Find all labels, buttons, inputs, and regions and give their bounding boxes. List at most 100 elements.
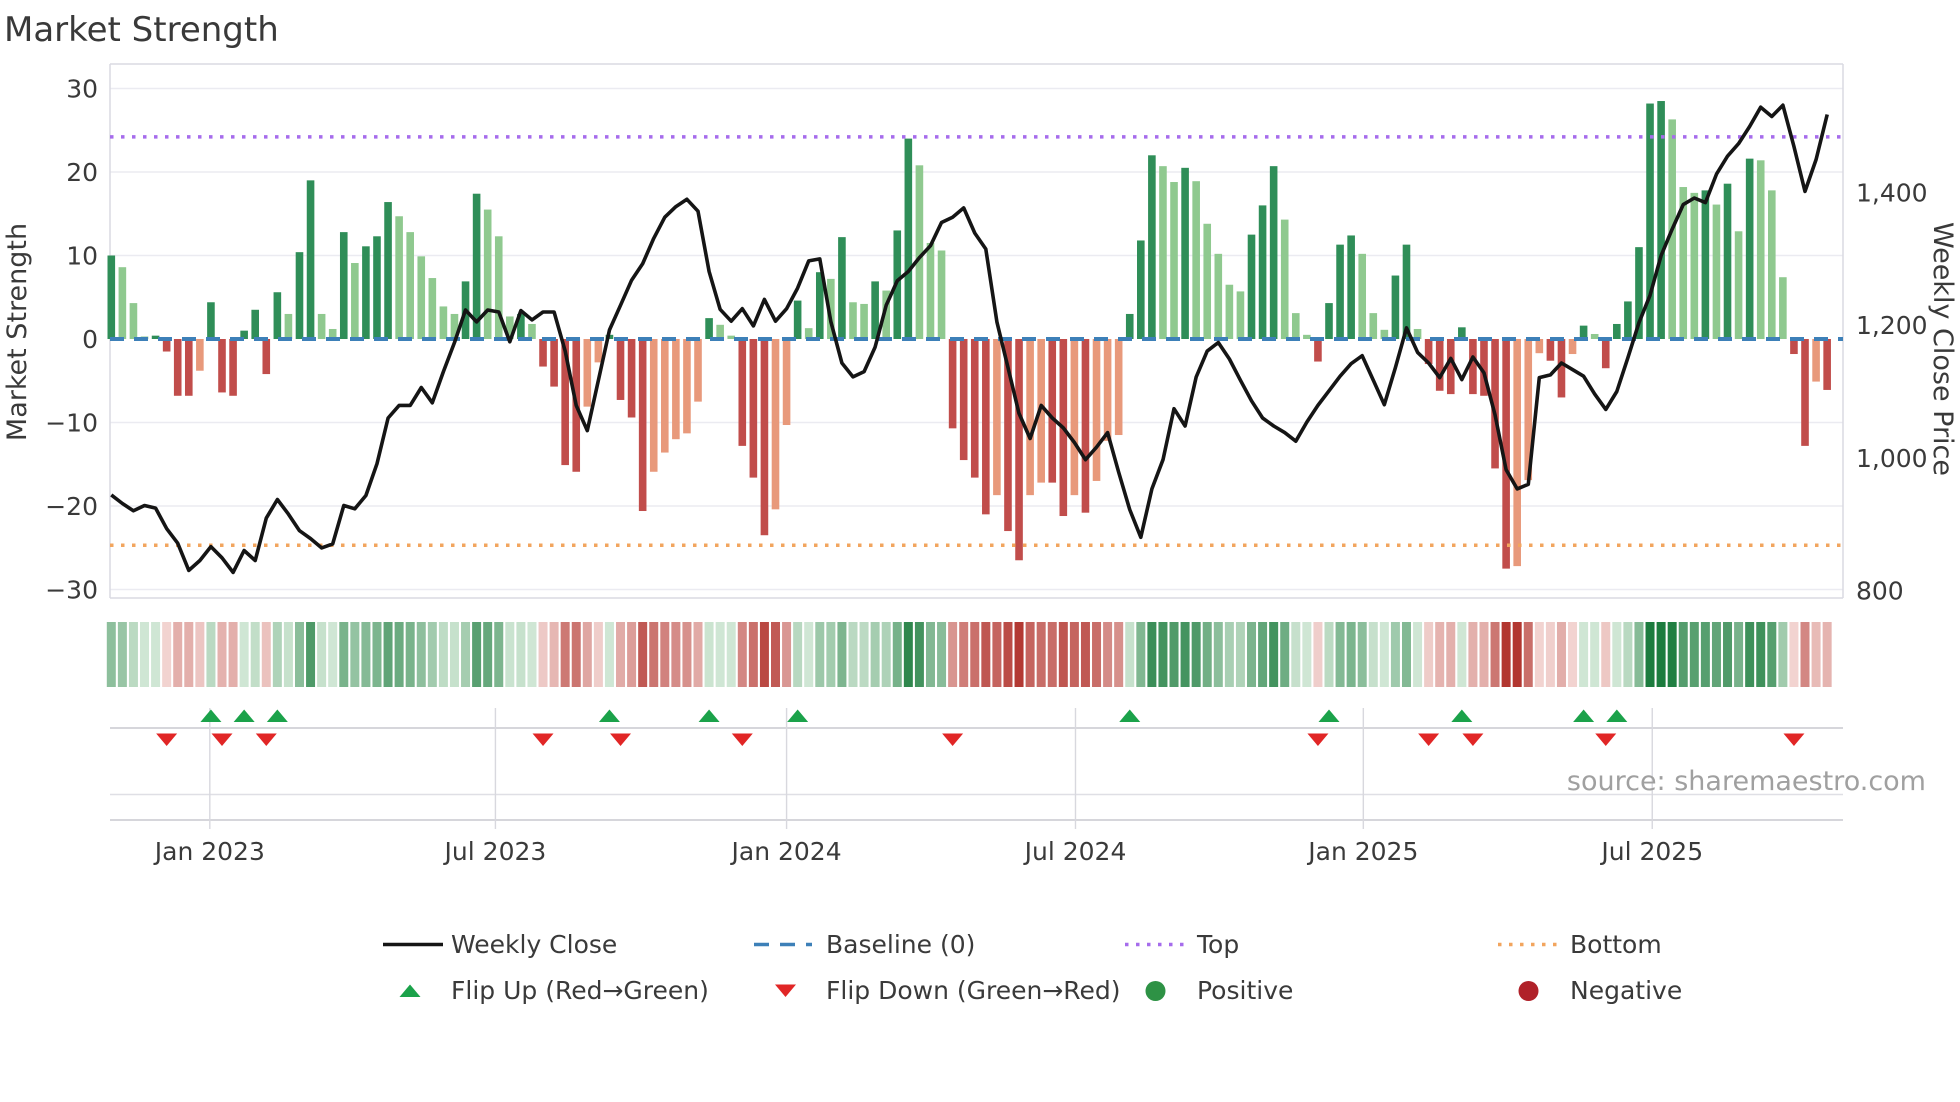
strength-bar [439, 306, 448, 339]
strength-bar [1258, 205, 1267, 339]
heatmap-cell [1689, 622, 1699, 687]
strength-bar [749, 339, 758, 478]
strength-bar [1081, 339, 1090, 513]
heatmap-cell [1623, 622, 1633, 687]
strength-bar [362, 246, 370, 339]
heatmap-cell [604, 622, 614, 687]
heatmap-cell [1357, 622, 1367, 687]
heatmap-cell [173, 622, 183, 687]
strength-bar [594, 339, 603, 363]
heatmap-cell [914, 622, 924, 687]
strength-bar [716, 324, 724, 339]
heatmap-cell [1202, 622, 1212, 687]
legend-flip-up-icon [399, 984, 421, 997]
heatmap-cell [1269, 622, 1279, 687]
strength-bar [317, 313, 326, 339]
heatmap-cell [1545, 622, 1555, 687]
strength-bar [793, 300, 802, 339]
strength-bar [1358, 253, 1367, 339]
heatmap-cell [737, 622, 747, 687]
heatmap-cell [1114, 622, 1124, 687]
strength-bar [1446, 339, 1455, 395]
strength-bar [1469, 339, 1477, 395]
strength-bar [1568, 339, 1577, 355]
strength-bar [727, 335, 736, 339]
strength-bar [428, 278, 437, 339]
heatmap-cell [272, 622, 282, 687]
heatmap-cell [294, 622, 304, 687]
left-axis-label: Market Strength [2, 223, 33, 441]
strength-bar [284, 313, 293, 339]
heatmap-cell [881, 622, 891, 687]
strength-bar [1812, 339, 1820, 382]
heatmap-cell [1058, 622, 1068, 687]
strength-bar [1601, 339, 1610, 369]
heatmap-cell [892, 622, 902, 687]
heatmap-cell [516, 622, 526, 687]
strength-bar [1823, 339, 1831, 390]
strength-bar [1458, 327, 1466, 339]
heatmap-cell [1324, 622, 1334, 687]
heatmap-cell [527, 622, 537, 687]
heatmap-cell [748, 622, 758, 687]
strength-bar [860, 303, 868, 339]
strength-bar [218, 339, 226, 393]
heatmap-cell [925, 622, 935, 687]
strength-bar [373, 236, 381, 339]
heatmap-cell [870, 622, 880, 687]
strength-bar [406, 232, 414, 339]
heatmap-cell [992, 622, 1002, 687]
heatmap-cell [1457, 622, 1467, 687]
heatmap-cell [1036, 622, 1046, 687]
heatmap-cell [1523, 622, 1533, 687]
heatmap-cell [217, 622, 227, 687]
x-axis-tick: Jul 2024 [1023, 837, 1127, 866]
flip-up-marker [1119, 709, 1141, 722]
heatmap-cell [1490, 622, 1500, 687]
strength-bar [173, 339, 182, 396]
strength-bar [649, 339, 658, 472]
heatmap-cell [1413, 622, 1423, 687]
heatmap-cell [616, 622, 626, 687]
heatmap-cell [903, 622, 913, 687]
strength-bar [1380, 329, 1389, 339]
strength-bar [1004, 339, 1012, 532]
strength-bar [273, 292, 282, 339]
strength-bar [1734, 231, 1743, 339]
right-axis-tick: 1,400 [1856, 179, 1928, 208]
legend-flip-down-label: Flip Down (Green→Red) [826, 976, 1121, 1005]
strength-bar [229, 339, 237, 396]
strength-bar [1402, 244, 1411, 339]
flip-down-marker [731, 733, 753, 746]
strength-bar [970, 339, 979, 478]
strength-bar [1159, 166, 1167, 339]
strength-bar [1480, 339, 1488, 396]
flip-up-marker [1573, 709, 1595, 722]
flip-up-marker [787, 709, 809, 722]
heatmap-cell [627, 622, 637, 687]
strength-bar [616, 339, 625, 400]
strength-bar [1491, 339, 1499, 469]
flip-down-marker [1783, 733, 1805, 746]
heatmap-cell [793, 622, 803, 687]
heatmap-cell [660, 622, 670, 687]
flip-up-marker [1318, 709, 1340, 722]
flip-down-marker [1418, 733, 1440, 746]
strength-bar [1070, 339, 1079, 496]
strength-bar [1768, 190, 1776, 339]
strength-bar [1590, 333, 1599, 339]
strength-bar [1048, 339, 1057, 483]
strength-bar [827, 278, 835, 339]
strength-bar [240, 330, 248, 339]
strength-bar [1546, 339, 1555, 361]
strength-bar [1579, 325, 1588, 339]
strength-bar [1613, 323, 1621, 339]
strength-bar [539, 339, 547, 367]
strength-bar [1701, 190, 1710, 339]
heatmap-cell [1136, 622, 1146, 687]
strength-bar [882, 290, 890, 339]
strength-bars [107, 101, 1831, 569]
heatmap-cell [1579, 622, 1589, 687]
strength-bar [472, 193, 481, 339]
